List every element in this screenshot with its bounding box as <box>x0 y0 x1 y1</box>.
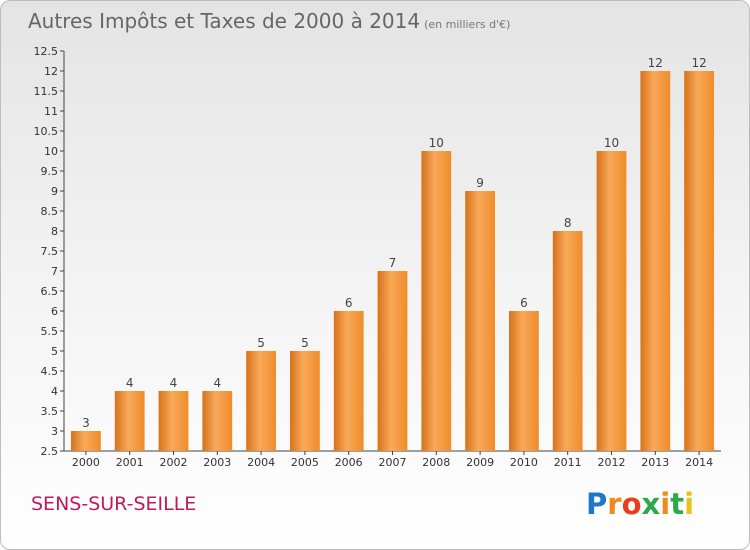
y-tick-label: 8 <box>51 225 58 238</box>
chart-title: Autres Impôts et Taxes de 2000 à 2014 (en… <box>28 9 510 33</box>
bar-2006 <box>333 311 364 451</box>
chart-data-labels: 3 4 4 4 5 5 6 7 10 9 6 8 10 12 12 <box>82 56 707 430</box>
y-tick-label: 9.5 <box>41 165 59 178</box>
x-tick-label-2011: 2011 <box>554 456 582 469</box>
y-tick-label: 11.5 <box>34 85 59 98</box>
bar-2011 <box>552 231 583 451</box>
data-label-2011: 8 <box>564 216 572 230</box>
y-tick-label: 5 <box>51 345 58 358</box>
y-tick-label: 7.5 <box>41 245 59 258</box>
data-label-2009: 9 <box>476 176 484 190</box>
x-tick-label-2001: 2001 <box>116 456 144 469</box>
bar-2013 <box>640 71 671 451</box>
x-tick-label-2013: 2013 <box>641 456 669 469</box>
logo-letter: t <box>670 487 685 521</box>
x-tick-label-2008: 2008 <box>422 456 450 469</box>
bar-2007 <box>377 271 408 451</box>
data-label-2007: 7 <box>389 256 397 270</box>
commune-name: SENS-SUR-SEILLE <box>31 493 197 515</box>
logo-letter: i <box>660 487 671 521</box>
data-label-2000: 3 <box>82 416 90 430</box>
data-label-2012: 10 <box>604 136 619 150</box>
data-label-2010: 6 <box>520 296 528 310</box>
y-tick-label: 10.5 <box>34 125 59 138</box>
x-tick-label-2004: 2004 <box>247 456 275 469</box>
x-tick-label-2002: 2002 <box>160 456 188 469</box>
data-label-2004: 5 <box>257 336 265 350</box>
bar-2003 <box>202 391 233 451</box>
bar-2001 <box>114 391 145 451</box>
y-tick-label: 6 <box>51 305 58 318</box>
bar-2002 <box>158 391 189 451</box>
data-label-2013: 12 <box>648 56 663 70</box>
logo-letter: r <box>607 487 622 521</box>
bar-2009 <box>465 191 495 451</box>
y-tick-label: 6.5 <box>41 285 59 298</box>
y-tick-label: 9 <box>51 185 58 198</box>
y-tick-label: 2.5 <box>41 445 59 458</box>
data-label-2003: 4 <box>213 376 221 390</box>
chart-bars <box>71 71 714 451</box>
logo-letter: i <box>684 487 695 521</box>
y-tick-label: 3 <box>51 425 58 438</box>
chart-axes: 2.5 3 3.5 4 4.5 5 5.5 6 6.5 7 7.5 8 8.5 9 9.5 10 10.5 11 1… <box>34 45 721 469</box>
x-tick-label-2003: 2003 <box>203 456 231 469</box>
bar-2012 <box>596 151 627 451</box>
y-tick-label: 8.5 <box>41 205 59 218</box>
bar-2010 <box>509 311 539 451</box>
y-tick-label: 4.5 <box>41 365 59 378</box>
y-tick-label: 3.5 <box>41 405 59 418</box>
chart-title-text: Autres Impôts et Taxes de 2000 à 2014 <box>28 9 421 33</box>
x-tick-label-2000: 2000 <box>72 456 100 469</box>
bar-2000 <box>71 431 101 451</box>
y-tick-label: 12.5 <box>34 45 59 58</box>
x-tick-label-2010: 2010 <box>510 456 538 469</box>
bar-2004 <box>246 351 276 451</box>
x-tick-label-2009: 2009 <box>466 456 494 469</box>
x-tick-label-2014: 2014 <box>685 456 713 469</box>
y-tick-label: 12 <box>44 65 58 78</box>
y-tick-label: 4 <box>51 385 58 398</box>
x-tick-label-2012: 2012 <box>598 456 626 469</box>
chart-subtitle: (en milliers d'€) <box>424 18 511 31</box>
logo-letter: o <box>621 487 642 521</box>
data-label-2002: 4 <box>170 376 178 390</box>
y-tick-label: 5.5 <box>41 325 59 338</box>
logo-letter: x <box>641 487 661 521</box>
bar-2008 <box>421 151 452 451</box>
data-label-2014: 12 <box>691 56 706 70</box>
y-tick-label: 10 <box>44 145 58 158</box>
logo-letter: P <box>586 487 608 521</box>
bar-2014 <box>684 71 714 451</box>
y-tick-label: 11 <box>44 105 58 118</box>
proxiti-logo: Proxiti <box>586 487 694 521</box>
x-tick-label-2007: 2007 <box>379 456 407 469</box>
y-tick-label: 7 <box>51 265 58 278</box>
x-tick-label-2005: 2005 <box>291 456 319 469</box>
x-tick-label-2006: 2006 <box>335 456 363 469</box>
data-label-2006: 6 <box>345 296 353 310</box>
bar-2005 <box>290 351 320 451</box>
data-label-2005: 5 <box>301 336 309 350</box>
data-label-2008: 10 <box>429 136 444 150</box>
data-label-2001: 4 <box>126 376 134 390</box>
